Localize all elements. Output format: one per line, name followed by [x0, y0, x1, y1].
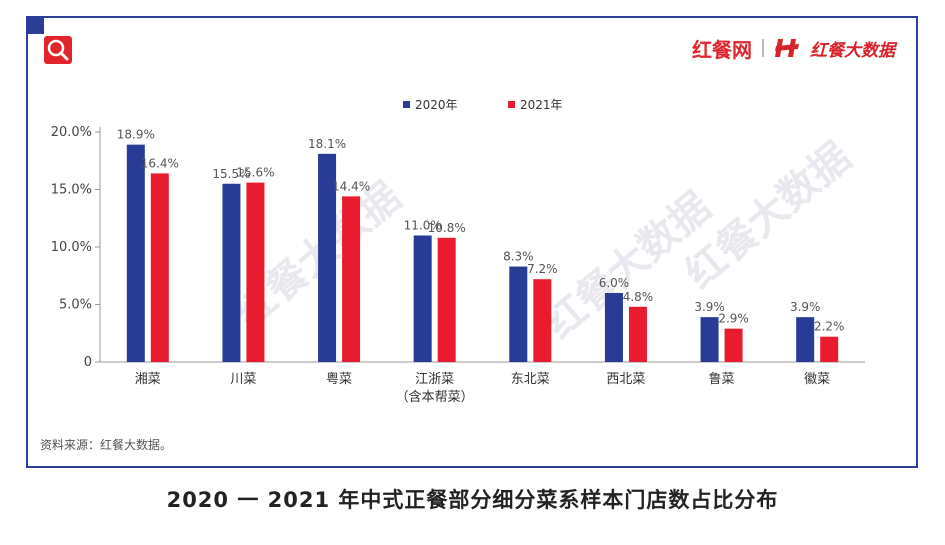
y-tick-label: 15.0%: [51, 183, 92, 198]
chart-bars: [126, 144, 839, 362]
legend-label: 2021年: [520, 98, 563, 112]
data-brand-name: 红餐大数据: [810, 40, 895, 61]
bar-2021: [820, 336, 839, 362]
data-label: 8.3%: [503, 250, 534, 264]
chart-frame: [26, 16, 918, 468]
y-tick-label: 5.0%: [59, 298, 92, 313]
y-tick-label: 20.0%: [51, 125, 92, 140]
data-label: 4.8%: [623, 290, 654, 304]
legend-label: 2020年: [415, 98, 458, 112]
chart-data-labels: 18.9% 16.4% 15.5%15.6% 18.1% 14.4% 11.0%10.8%…: [117, 128, 845, 334]
y-tick-label: 10.0%: [51, 240, 92, 255]
bar-2021: [150, 173, 169, 362]
source-note: 资料来源：红餐大数据。: [40, 438, 173, 452]
data-label: 2.9%: [718, 312, 749, 326]
data-label: 10.8%: [428, 221, 466, 235]
category-label: 湘菜: [135, 372, 161, 387]
data-label: 2.2%: [814, 320, 845, 334]
bar-2021: [342, 196, 361, 362]
figure-caption: 2020 一 2021 年中式正餐部分细分菜系样本门店数占比分布: [166, 488, 779, 512]
data-label: 11.0%: [404, 219, 442, 233]
category-label: 粤菜: [326, 371, 352, 387]
data-label: 3.9%: [790, 300, 821, 314]
chart-category-labels: 湘菜 川菜 粤菜 江浙菜 （含本帮菜） 东北菜 西北菜 鲁菜 徽菜: [135, 371, 830, 405]
category-label: 鲁菜: [709, 372, 735, 387]
brand-separator: [762, 39, 764, 57]
data-label: 14.4%: [332, 179, 370, 193]
data-label: 18.1%: [308, 137, 346, 151]
bar-2020: [222, 183, 241, 362]
data-label: 7.2%: [527, 262, 558, 276]
bar-2020: [796, 317, 815, 362]
category-label: 西北菜: [606, 372, 645, 387]
category-label: 江浙菜: [415, 372, 454, 387]
legend-swatch: [508, 101, 515, 108]
data-label: 16.4%: [141, 156, 179, 170]
bar-2021: [533, 279, 552, 362]
bar-2021: [628, 306, 647, 362]
data-label: 18.9%: [117, 128, 155, 142]
corner-accent: [26, 16, 44, 34]
brand-name: 红餐网: [692, 37, 752, 62]
data-label: 15.5%: [212, 167, 250, 181]
bar-2020: [700, 317, 719, 362]
bar-2021: [437, 237, 456, 362]
category-label: 川菜: [230, 372, 256, 387]
category-label: （含本帮菜）: [396, 389, 474, 405]
bar-2020: [604, 293, 623, 362]
brand-header: 红餐网 红餐大数据: [692, 34, 895, 62]
search-icon: [44, 36, 72, 64]
category-label: 东北菜: [511, 372, 550, 387]
h-logo-icon: [775, 39, 799, 57]
y-tick-label: 0: [84, 355, 92, 370]
bar-2020: [509, 266, 528, 362]
data-label: 3.9%: [694, 300, 725, 314]
bar-2020: [126, 144, 145, 362]
bar-2021: [246, 182, 265, 362]
bar-2020: [413, 235, 432, 362]
bar-2020: [318, 153, 337, 362]
legend-swatch: [403, 101, 410, 108]
category-label: 徽菜: [804, 372, 830, 387]
chart-legend: 2020年 2021年: [403, 98, 563, 112]
data-label: 15.6%: [236, 166, 274, 180]
bar-2021: [724, 328, 743, 362]
data-label: 6.0%: [599, 276, 630, 290]
